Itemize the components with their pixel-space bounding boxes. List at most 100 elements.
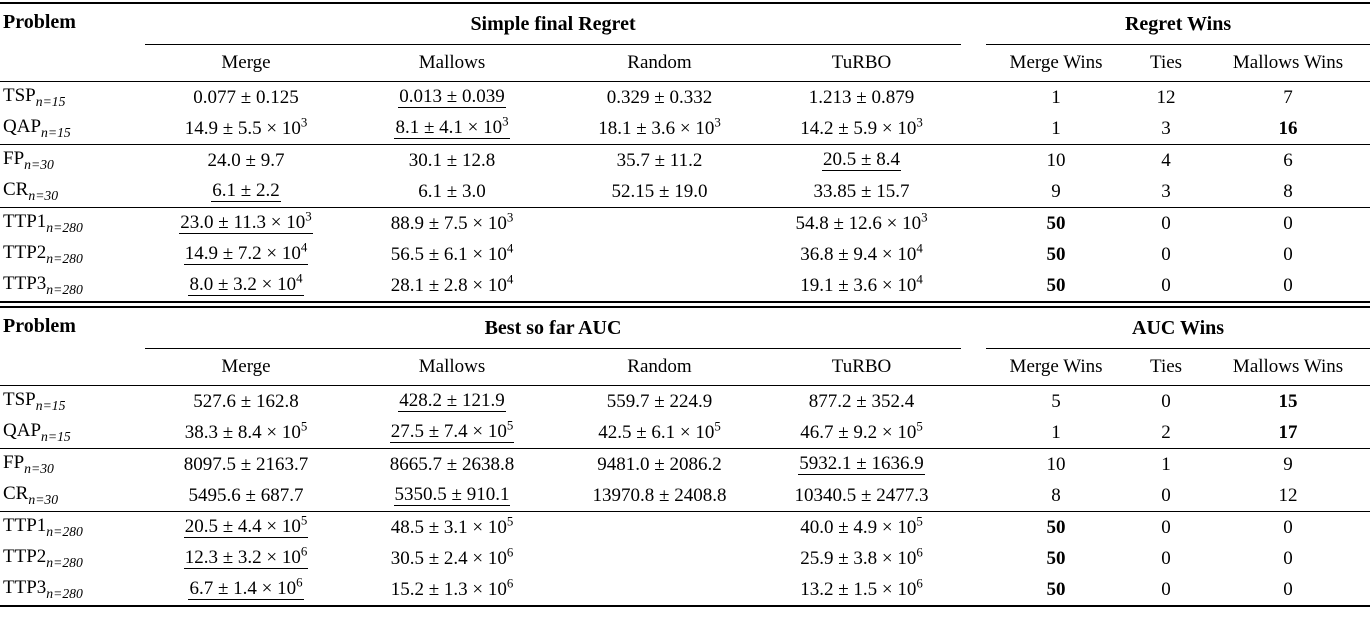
- value-cell: 14.9 ± 7.2 × 104: [183, 239, 309, 266]
- value-cell: [557, 239, 762, 270]
- value-cell: 12.3 ± 3.2 × 106: [183, 543, 309, 570]
- value-cell: 10340.5 ± 2477.3: [794, 484, 929, 506]
- column-gap: [961, 176, 986, 208]
- wins-cell: 0: [1161, 243, 1171, 265]
- wins-cell: 1: [1051, 421, 1061, 443]
- column-gap: [961, 448, 987, 480]
- value-cell: 0.329 ± 0.332: [606, 86, 713, 108]
- problem-label: TTP1n=280: [0, 511, 145, 543]
- problem-label: TSPn=15: [3, 84, 66, 109]
- column-header-turbo: TuRBO: [762, 348, 962, 386]
- wins-cell: 1: [1051, 117, 1061, 139]
- table-row: TTP3n=280 6.7 ± 1.4 × 106 15.2 ± 1.3 × 106…: [0, 574, 1370, 606]
- wins-cell: 50: [1046, 243, 1066, 265]
- value-cell: 5495.6 ± 687.7: [188, 484, 304, 506]
- value-cell: 13970.8 ± 2408.8: [592, 484, 727, 506]
- wins-cell: 0: [1206, 207, 1370, 239]
- wins-cell: 7: [1283, 86, 1293, 108]
- wins-group-header: AUC Wins: [986, 308, 1370, 349]
- wins-cell: 3: [1161, 180, 1171, 202]
- value-cell: 38.3 ± 8.4 × 105: [184, 418, 308, 443]
- value-cell: 19.1 ± 3.6 × 104: [800, 271, 923, 296]
- problem-label: TSPn=15: [3, 388, 66, 413]
- table-row: QAPn=15 38.3 ± 8.4 × 105 27.5 ± 7.4 × 105 4…: [0, 417, 1370, 449]
- table-row: CRn=30 6.1 ± 2.2 6.1 ± 3.0 52.15 ± 19.0 33.8…: [0, 176, 1370, 208]
- problem-label: FPn=30: [0, 144, 145, 176]
- wins-group-header: Regret Wins: [986, 3, 1370, 45]
- value-cell: 14.2 ± 5.9 × 103: [800, 114, 923, 139]
- wins-cell: 0: [1126, 207, 1207, 239]
- column-header-ties: Ties: [1126, 44, 1207, 82]
- column-header-merge-wins: Merge Wins: [986, 44, 1127, 82]
- value-cell: [557, 270, 762, 301]
- column-gap: [961, 239, 986, 270]
- value-cell: 877.2 ± 352.4: [808, 390, 915, 412]
- value-cell: 6.1 ± 3.0: [418, 180, 486, 202]
- value-cell: 20.5 ± 8.4: [762, 144, 962, 176]
- value-cell: 28.1 ± 2.8 × 104: [390, 271, 514, 296]
- wins-cell: 50: [1046, 274, 1066, 296]
- wins-cell: 3: [1161, 117, 1171, 139]
- wins-cell: 0: [1283, 274, 1293, 296]
- value-cell: 36.8 ± 9.4 × 104: [800, 240, 923, 265]
- wins-cell: 10: [986, 144, 1127, 176]
- value-cell: 0.077 ± 0.125: [193, 86, 299, 108]
- wins-cell: 50: [1046, 578, 1066, 600]
- column-header-merge: Merge: [145, 348, 347, 386]
- problem-label: FPn=30: [0, 448, 145, 480]
- value-cell: 33.85 ± 15.7: [813, 180, 910, 202]
- table-row: TTP2n=280 14.9 ± 7.2 × 104 56.5 ± 6.1 × 10…: [0, 239, 1370, 270]
- value-cell: 8097.5 ± 2163.7: [145, 448, 347, 480]
- wins-cell: 16: [1278, 117, 1298, 139]
- column-gap: [961, 3, 987, 82]
- wins-cell: 8: [1283, 180, 1293, 202]
- value-cell: 23.0 ± 11.3 × 103: [145, 207, 347, 239]
- auc-results-table: Problem Best so far AUC AUC Wins Merge M…: [0, 308, 1370, 607]
- column-header-turbo: TuRBO: [762, 44, 962, 82]
- best-so-far-auc-table: Problem Best so far AUC AUC Wins Merge M…: [0, 308, 1370, 607]
- wins-cell: 50: [986, 511, 1127, 543]
- wins-cell: 0: [1161, 390, 1171, 412]
- value-cell: 9481.0 ± 2086.2: [557, 448, 762, 480]
- table-row: CRn=30 5495.6 ± 687.7 5350.5 ± 910.1 13970.…: [0, 480, 1370, 512]
- value-cell: 6.1 ± 2.2: [211, 179, 281, 203]
- problem-label: TTP1n=280: [0, 207, 145, 239]
- value-cell: 8.0 ± 3.2 × 104: [188, 270, 304, 297]
- column-gap: [961, 386, 986, 418]
- wins-cell: 0: [1161, 578, 1171, 600]
- metric-group-header: Best so far AUC: [145, 308, 962, 349]
- group-header-row: Problem Best so far AUC AUC Wins: [0, 308, 1370, 386]
- value-cell: 1.213 ± 0.879: [808, 86, 915, 108]
- value-cell: [557, 543, 762, 574]
- wins-cell: 0: [1161, 547, 1171, 569]
- wins-cell: 12: [1278, 484, 1298, 506]
- column-header-mallows-wins: Mallows Wins: [1206, 44, 1370, 82]
- value-cell: 30.1 ± 12.8: [347, 144, 557, 176]
- column-gap: [961, 207, 987, 239]
- column-gap: [961, 417, 986, 449]
- column-gap: [961, 480, 986, 512]
- table-row: FPn=30 24.0 ± 9.7 30.1 ± 12.8 35.7 ± 11.2 20…: [0, 144, 1370, 176]
- wins-cell: 0: [1283, 547, 1293, 569]
- value-cell: [557, 207, 762, 239]
- value-cell: 27.5 ± 7.4 × 105: [389, 417, 515, 444]
- value-cell: 20.5 ± 4.4 × 105: [145, 511, 347, 543]
- wins-cell: 17: [1278, 421, 1298, 443]
- wins-cell: 9: [1206, 448, 1370, 480]
- value-cell: 527.6 ± 162.8: [193, 390, 299, 412]
- value-cell: [557, 574, 762, 606]
- wins-cell: 50: [1046, 547, 1066, 569]
- method-header-row: Merge Mallows Random TuRBO Merge Wins Ti…: [0, 44, 1370, 82]
- problem-label: QAPn=15: [3, 419, 71, 444]
- wins-cell: 0: [1283, 243, 1293, 265]
- problem-label: CRn=30: [3, 482, 59, 507]
- column-header-random: Random: [557, 348, 762, 386]
- value-cell: 52.15 ± 19.0: [611, 180, 708, 202]
- value-cell: 25.9 ± 3.8 × 106: [800, 544, 923, 569]
- column-header-ties: Ties: [1126, 348, 1207, 386]
- value-cell: 18.1 ± 3.6 × 103: [598, 114, 721, 139]
- problem-label: CRn=30: [3, 178, 59, 203]
- wins-cell: 12: [1156, 86, 1176, 108]
- column-gap: [961, 82, 986, 114]
- problem-column-header: Problem: [0, 3, 145, 82]
